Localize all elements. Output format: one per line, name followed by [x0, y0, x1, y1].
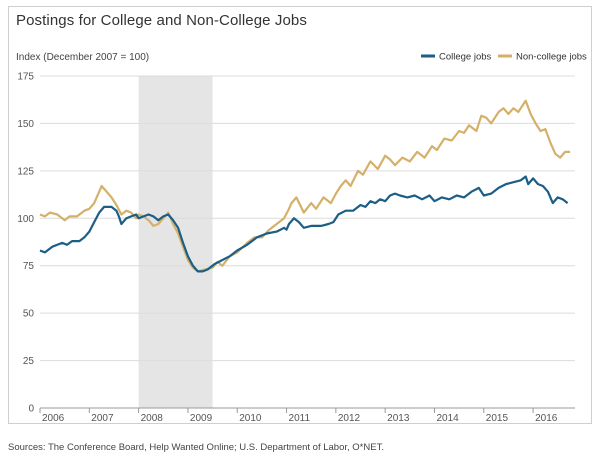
shaded-period	[138, 76, 213, 408]
legend-label: Non-college jobs	[516, 52, 587, 63]
x-tick-label: 2013	[387, 413, 410, 424]
y-tick-label: 50	[23, 309, 35, 320]
x-tick-label: 2011	[289, 413, 311, 424]
y-tick-label: 25	[23, 356, 35, 367]
x-tick-label: 2008	[141, 413, 164, 424]
line-chart: 0 25 50 75 100 125 150 175 2006 2007 2008 2009 2010…	[16, 52, 587, 425]
y-tick-label: 100	[17, 214, 34, 225]
x-axis-ticks: 2006 2007 2008 2009 2010 2011 2012 2013 2014 2015…	[39, 408, 558, 424]
y-tick-label: 75	[23, 261, 35, 272]
series-line-college-jobs	[39, 175, 569, 273]
x-tick-label: 2012	[338, 413, 361, 424]
x-tick-label: 2015	[486, 413, 509, 424]
gridlines	[40, 75, 575, 362]
x-tick-label: 2014	[436, 413, 459, 424]
x-tick-label: 2006	[42, 413, 65, 424]
legend: College jobs Non-college jobs	[421, 52, 587, 63]
x-tick-label: 2010	[239, 413, 262, 424]
series-group	[39, 99, 571, 273]
y-axis-ticks: 0 25 50 75 100 125 150 175	[17, 72, 34, 415]
x-tick-label: 2007	[91, 413, 114, 424]
legend-label: College jobs	[439, 52, 492, 63]
x-tick-label: 2009	[190, 413, 213, 424]
y-tick-label: 0	[28, 404, 34, 415]
y-tick-label: 150	[17, 119, 34, 130]
x-tick-label: 2016	[535, 413, 558, 424]
y-tick-label: 125	[17, 166, 34, 177]
source-note: Sources: The Conference Board, Help Want…	[8, 442, 384, 453]
y-axis-label: Index (December 2007 = 100)	[16, 52, 149, 63]
y-tick-label: 175	[17, 72, 34, 83]
chart-title: Postings for College and Non-College Job…	[16, 12, 307, 29]
series-line-non-college-jobs	[39, 99, 571, 273]
